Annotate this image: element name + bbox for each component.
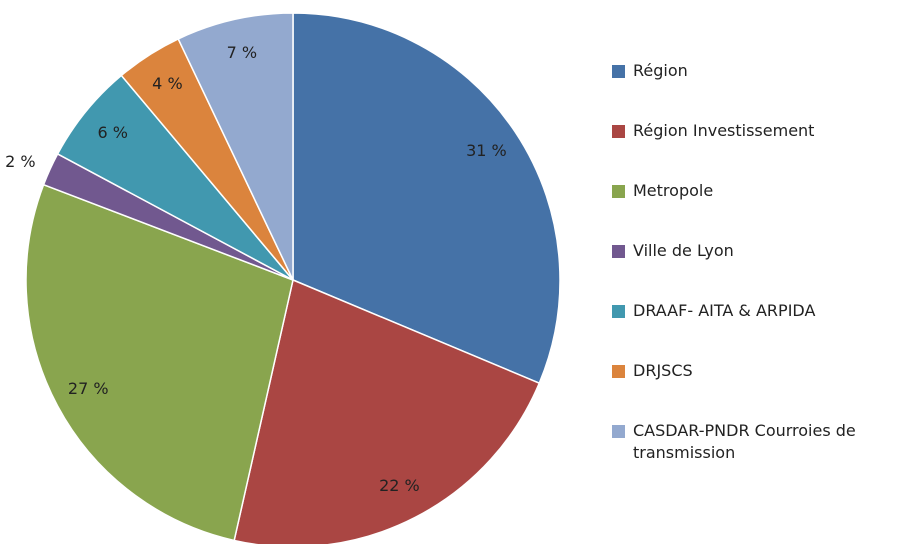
legend-label: Région — [633, 61, 688, 80]
data-label: 7 % — [227, 43, 257, 62]
legend-item: Région — [612, 60, 688, 82]
legend-item: DRAAF- AITA & ARPIDA — [612, 300, 815, 322]
data-label: 22 % — [379, 476, 420, 495]
pie-slice — [177, 12, 294, 281]
pie-slice — [25, 183, 294, 542]
legend-label: CASDAR-PNDR Courroies de transmission — [633, 421, 856, 462]
legend-item: Metropole — [612, 180, 713, 202]
legend-swatch — [612, 65, 625, 78]
legend-swatch — [612, 125, 625, 138]
pie-slice — [292, 12, 561, 385]
data-label: 27 % — [68, 379, 109, 398]
legend-swatch — [612, 245, 625, 258]
data-label: 2 % — [5, 152, 35, 171]
data-label: 4 % — [152, 74, 182, 93]
legend-swatch — [612, 425, 625, 438]
data-label: 31 % — [466, 141, 507, 160]
legend-item: CASDAR-PNDR Courroies de transmission — [612, 420, 907, 464]
legend-item: Région Investissement — [612, 120, 814, 142]
legend-label: DRAAF- AITA & ARPIDA — [633, 301, 816, 320]
legend-swatch — [612, 305, 625, 318]
legend-item: Ville de Lyon — [612, 240, 734, 262]
legend-swatch — [612, 185, 625, 198]
legend-label: Ville de Lyon — [633, 241, 734, 260]
pie-slice — [233, 278, 541, 544]
legend-swatch — [612, 365, 625, 378]
pie: 31 % 22 % 27 % 2 % 6 % 4 % 7 % — [5, 12, 561, 544]
legend-label: Metropole — [633, 181, 714, 200]
legend-label: Région Investissement — [633, 121, 815, 140]
legend-label: DRJSCS — [633, 361, 693, 380]
legend-item: DRJSCS — [612, 360, 693, 382]
data-label: 6 % — [97, 123, 127, 142]
